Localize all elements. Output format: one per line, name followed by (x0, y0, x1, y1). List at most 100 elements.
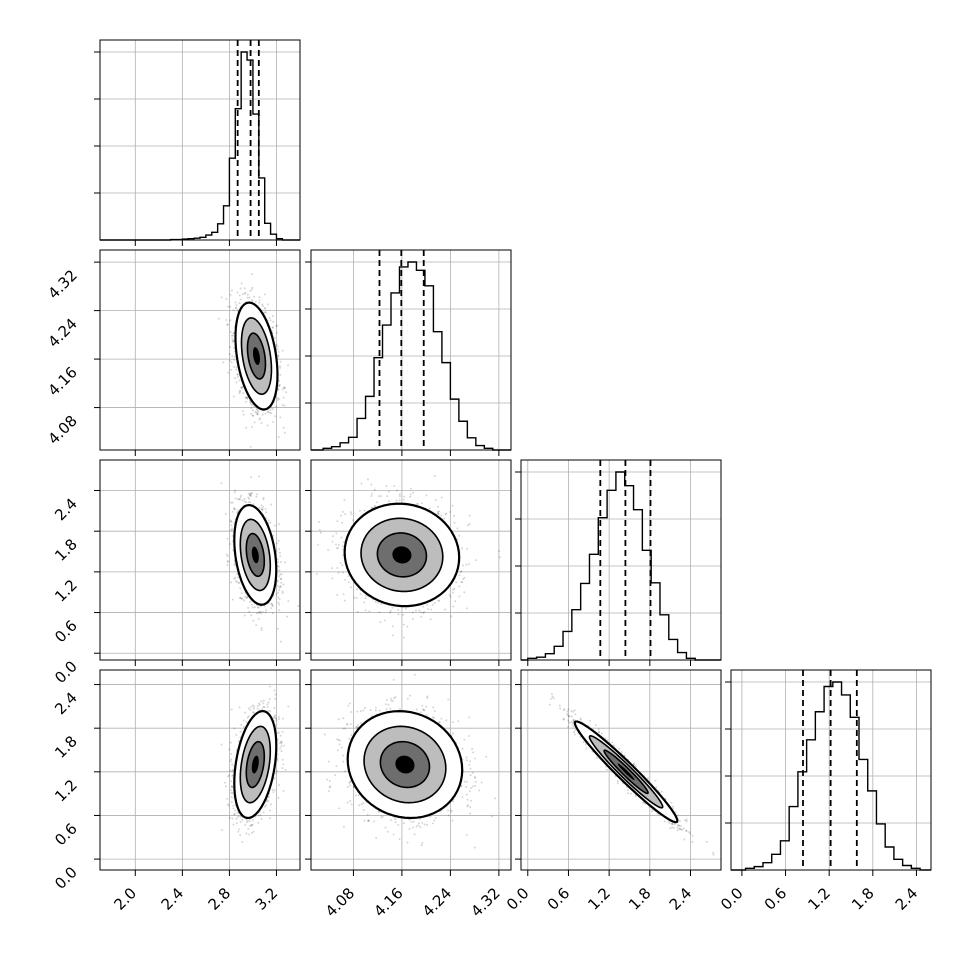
scatter-point (449, 595, 452, 598)
scatter-point (256, 413, 259, 416)
scatter-point (273, 524, 276, 527)
scatter-point (244, 291, 247, 294)
scatter-point (233, 358, 236, 361)
scatter-point (341, 521, 344, 524)
scatter-point (225, 318, 228, 321)
scatter-point (255, 612, 258, 615)
scatter-point (437, 513, 440, 516)
scatter-point (370, 506, 373, 509)
scatter-point (278, 589, 281, 592)
scatter-point (249, 495, 252, 498)
scatter-point (233, 355, 236, 358)
scatter-point (458, 585, 461, 588)
scatter-point (243, 500, 246, 503)
scatter-point (428, 507, 431, 510)
scatter-point (276, 591, 279, 594)
scatter-point (232, 334, 235, 337)
scatter-point (231, 501, 234, 504)
scatter-point (236, 572, 239, 575)
scatter-point (226, 323, 229, 326)
scatter-point (274, 415, 277, 418)
scatter-point (272, 320, 275, 323)
scatter-point (235, 304, 238, 307)
scatter-point (231, 534, 234, 537)
scatter-point (275, 405, 278, 408)
scatter-point (271, 407, 274, 410)
scatter-point (253, 421, 256, 424)
x-tick-label: 0.6 (761, 884, 791, 914)
scatter-point (277, 565, 280, 568)
scatter-point (276, 396, 279, 399)
scatter-point (226, 560, 229, 563)
scatter-point (250, 492, 253, 495)
scatter-point (276, 345, 279, 348)
scatter-point (261, 508, 264, 511)
scatter-point (341, 545, 344, 548)
scatter-point (260, 628, 263, 631)
scatter-point (275, 324, 278, 327)
marginal-panel-3: 0.0 0.6 1.2 1.8 2.4 (717, 669, 932, 914)
scatter-point (452, 605, 455, 608)
density-contour (252, 347, 260, 365)
scatter-point (229, 520, 232, 523)
scatter-point (433, 601, 436, 604)
marginal-panel-1 (305, 249, 512, 456)
scatter-point (276, 627, 279, 630)
scatter-point (250, 603, 253, 606)
scatter-point (224, 512, 227, 515)
scatter-point (356, 588, 359, 591)
joint-panel-0-2: 0.00.61.21.82.4 (51, 459, 301, 687)
scatter-point (265, 511, 268, 514)
scatter-point (241, 597, 244, 600)
scatter-point (281, 590, 284, 593)
scatter-point (271, 612, 274, 615)
scatter-point (278, 569, 281, 572)
scatter-point (297, 605, 300, 608)
scatter-point (350, 513, 353, 516)
scatter-point (415, 503, 418, 506)
scatter-point (217, 317, 220, 320)
scatter-point (285, 391, 288, 394)
scatter-point (229, 543, 232, 546)
scatter-point (398, 499, 401, 502)
scatter-point (443, 517, 446, 520)
scatter-point (270, 406, 273, 409)
scatter-point (249, 600, 252, 603)
scatter-point (235, 381, 238, 384)
scatter-point (260, 421, 263, 424)
scatter-point (259, 610, 262, 613)
scatter-point (277, 596, 280, 599)
scatter-point (266, 303, 269, 306)
scatter-point (260, 627, 263, 630)
scatter-point (256, 493, 259, 496)
scatter-point (280, 581, 283, 584)
scatter-point (270, 602, 273, 605)
scatter-point (252, 414, 255, 417)
scatter-point (262, 506, 265, 509)
scatter-point (253, 295, 256, 298)
scatter-point (229, 519, 232, 522)
scatter-point (226, 564, 229, 567)
scatter-point (391, 634, 394, 637)
scatter-point (277, 523, 280, 526)
scatter-point (243, 287, 246, 290)
scatter-point (273, 336, 276, 339)
scatter-point (234, 580, 237, 583)
scatter-point (391, 606, 394, 609)
scatter-point (287, 600, 290, 603)
scatter-point (279, 577, 282, 580)
scatter-point (234, 576, 237, 579)
scatter-point (264, 412, 267, 415)
scatter-point (251, 606, 254, 609)
scatter-point (238, 389, 241, 392)
histogram-line (521, 471, 721, 661)
scatter-point (498, 549, 501, 552)
scatter-point (279, 374, 282, 377)
scatter-point (236, 498, 239, 501)
scatter-point (438, 510, 441, 513)
scatter-point (249, 494, 252, 497)
scatter-point (411, 618, 414, 621)
scatter-point (335, 547, 338, 550)
scatter-point (463, 576, 466, 579)
scatter-point (250, 425, 253, 428)
